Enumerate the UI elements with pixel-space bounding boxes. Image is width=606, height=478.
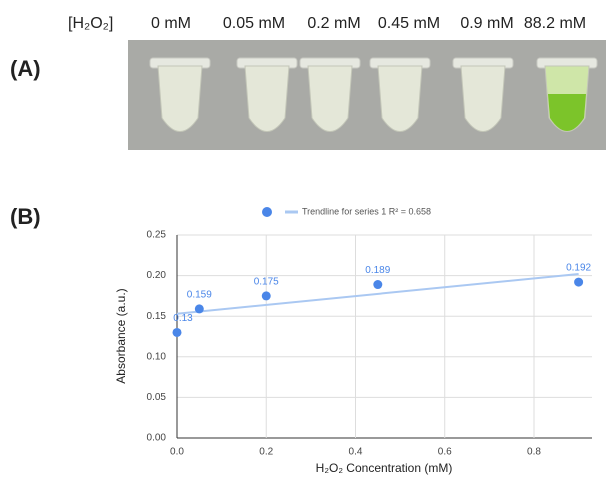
- liquid: [548, 94, 586, 131]
- point: [574, 277, 584, 287]
- concentration-label: 0.9 mM: [460, 15, 513, 32]
- data-label: 0.175: [254, 277, 279, 288]
- legend-label: Trendline for series 1 R² = 0.658: [302, 206, 431, 216]
- trendline: [176, 272, 579, 315]
- concentration-label: 0 mM: [151, 15, 191, 32]
- point: [261, 291, 271, 301]
- concentration-label: 0.05 mM: [223, 15, 285, 32]
- x-tick-label: 0.2: [259, 447, 273, 458]
- x-tick-label: 0.0: [170, 447, 184, 458]
- concentration-label: 0.2 mM: [307, 15, 360, 32]
- legend-marker: [262, 207, 272, 217]
- data-label: 0.192: [566, 263, 591, 274]
- data-label: 0.189: [365, 265, 390, 276]
- tube: [460, 65, 506, 132]
- panel-label: (A): [10, 56, 41, 81]
- y-tick-label: 0.05: [147, 392, 167, 403]
- tube: [307, 65, 353, 132]
- y-tick-label: 0.00: [147, 433, 167, 444]
- panel-label: (B): [10, 204, 41, 229]
- x-tick-label: 0.6: [438, 447, 452, 458]
- point: [194, 304, 204, 314]
- tubes: [149, 57, 598, 132]
- tube: [377, 65, 423, 132]
- header: [H₂O₂]: [68, 15, 113, 32]
- point: [172, 327, 182, 337]
- x-tick-label: 0.4: [349, 447, 363, 458]
- data-label: 0.13: [173, 313, 193, 324]
- y-tick-label: 0.15: [147, 311, 167, 322]
- y-tick-label: 0.10: [147, 351, 167, 362]
- concentration-label: 0.45 mM: [378, 15, 440, 32]
- tube: [157, 65, 203, 132]
- y-tick-label: 0.25: [147, 230, 167, 241]
- y-axis-title: Absorbance (a.u.): [114, 288, 128, 383]
- x-axis-title: H₂O₂ Concentration (mM): [316, 461, 453, 475]
- data-label: 0.159: [187, 290, 212, 301]
- tube: [244, 65, 290, 132]
- x-tick-label: 0.8: [527, 447, 541, 458]
- point: [373, 280, 383, 290]
- concentration-label: 88.2 mM: [524, 15, 586, 32]
- y-tick-label: 0.20: [147, 270, 167, 281]
